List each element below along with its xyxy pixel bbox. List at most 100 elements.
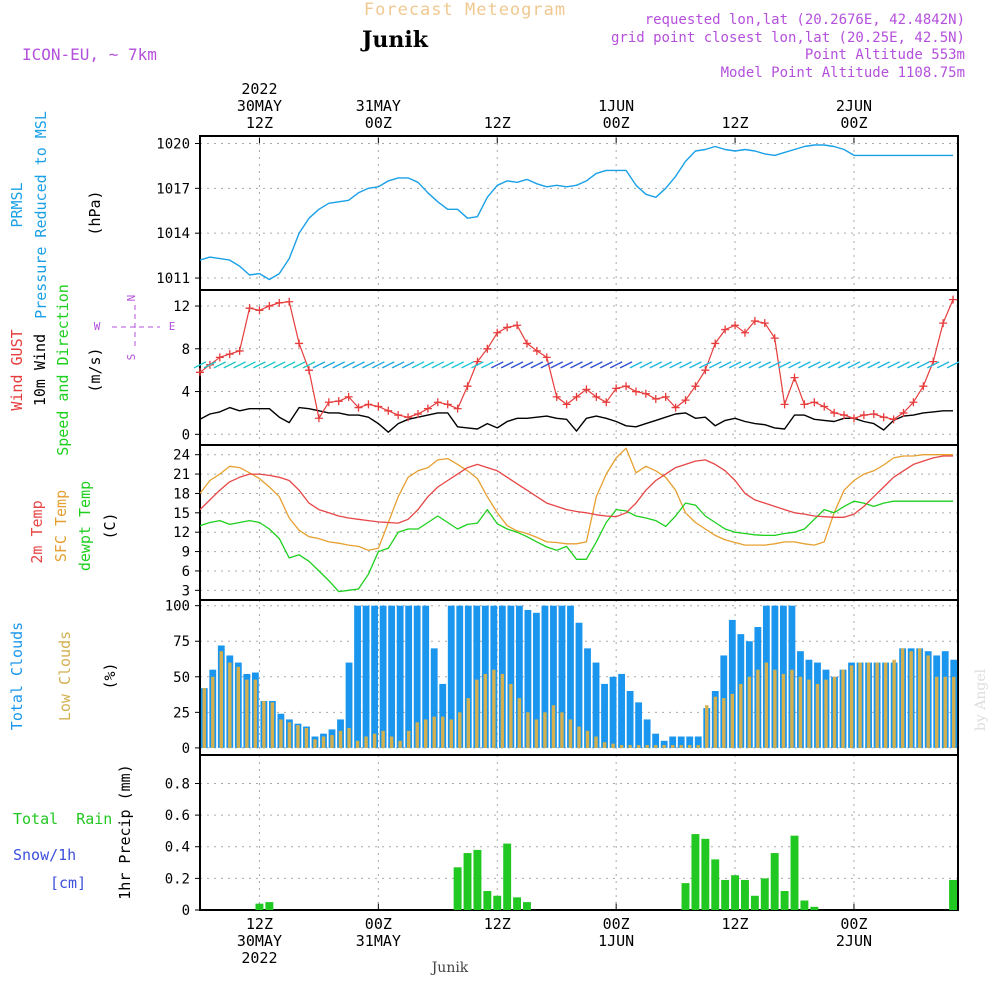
- pressure-unit-label: (hPa): [86, 190, 104, 235]
- bottom-time-label: 30MAY: [237, 932, 282, 950]
- ytick-label: 12: [173, 525, 190, 541]
- low-cloud-bar: [475, 679, 479, 748]
- wind-unit-label: (m/s): [86, 347, 104, 392]
- low-cloud-bar: [287, 722, 292, 748]
- t2m-label: 2m Temp: [28, 500, 46, 563]
- bottom-time-label: 12Z: [722, 915, 749, 933]
- precip-bar: [711, 859, 720, 910]
- top-time-label: 12Z: [484, 114, 511, 132]
- total-cloud-bar: [447, 605, 455, 748]
- wind-direction-arrow: [421, 361, 435, 369]
- low-cloud-bar: [449, 719, 453, 748]
- low-cloud-bar: [330, 735, 334, 748]
- total-cloud-bar: [371, 605, 379, 748]
- model-altitude: Model Point Altitude 1108.75m: [721, 65, 965, 81]
- low-cloud-bar: [202, 688, 206, 748]
- low-cloud-bar: [849, 665, 854, 748]
- total-cloud-bar: [541, 605, 549, 748]
- total-cloud-bar: [345, 662, 353, 748]
- low-cloud-bar: [943, 676, 947, 748]
- bottom-time-label: 2JUN: [836, 932, 872, 950]
- wind-direction-arrow: [332, 361, 346, 369]
- total-cloud-bar: [567, 605, 574, 748]
- gust-marker: [691, 382, 700, 391]
- wind-direction-arrow: [302, 361, 316, 369]
- gust-marker: [225, 350, 234, 359]
- gust-marker: [443, 400, 452, 409]
- low-cloud-bar: [670, 745, 675, 748]
- low-cloud-bar: [739, 683, 743, 748]
- total-cloud-bar: [422, 605, 430, 748]
- low-cloud-bar: [611, 743, 615, 748]
- wind-direction-arrow: [708, 361, 722, 369]
- wind-direction-arrow: [817, 361, 831, 369]
- total-cloud-bar: [473, 605, 481, 748]
- panel-clouds: 0 25 50 75 100: [165, 599, 959, 757]
- chart-panels: 1011 1014 1017 1020 0 4 8 12 3 6 9 12 15 18 21 24 0 25 50 7…: [156, 135, 960, 919]
- total-cloud-bar: [533, 612, 540, 748]
- pressure-labels: PRMSL Pressure Reduced to MSL (hPa): [8, 111, 104, 319]
- low-cloud-bar: [381, 730, 385, 748]
- low-cloud-bar: [509, 683, 513, 748]
- total-clouds-label: Total Clouds: [8, 622, 26, 730]
- low-cloud-bar: [423, 719, 428, 748]
- gust-marker: [740, 328, 749, 337]
- compass-w: W: [94, 320, 101, 333]
- wind-direction-arrow: [887, 361, 900, 369]
- wind-direction-arrow: [917, 361, 930, 369]
- gust-marker: [899, 408, 908, 417]
- gust-marker: [344, 392, 353, 401]
- low-cloud-bar: [347, 727, 351, 748]
- wind-direction-arrow: [788, 361, 801, 369]
- gust-marker: [612, 384, 621, 393]
- low-cloud-bar: [236, 666, 241, 748]
- gust-marker: [394, 411, 403, 420]
- gust-marker: [304, 366, 313, 375]
- low-cloud-bar: [313, 739, 317, 748]
- low-cloud-bar: [526, 712, 530, 748]
- precip-bar: [503, 843, 512, 910]
- gust-marker: [889, 415, 898, 424]
- low-cloud-bar: [492, 669, 496, 748]
- panel-temperature: 3 6 9 12 15 18 21 24: [173, 444, 959, 601]
- pressure-desc-label: Pressure Reduced to MSL: [32, 111, 50, 319]
- low-cloud-bar: [415, 722, 419, 748]
- wind-direction-arrow: [272, 361, 286, 369]
- total-cloud-bar: [507, 605, 515, 748]
- low-cloud-bar: [619, 745, 624, 748]
- gust-marker: [641, 389, 650, 398]
- footer-location: Junik: [430, 960, 469, 976]
- gust-marker: [483, 344, 492, 353]
- gust-marker: [493, 328, 502, 337]
- low-cloud-bar: [705, 705, 709, 748]
- wind-direction-arrow: [540, 361, 554, 369]
- wind-direction-arrow: [461, 361, 474, 369]
- low-cloud-bar: [917, 648, 922, 748]
- low-cloud-bar: [722, 698, 726, 748]
- precip-bar: [493, 895, 502, 910]
- panel-wind: 0 4 8 12: [173, 289, 960, 446]
- precip-bar: [949, 879, 958, 910]
- wind-direction-arrow: [827, 361, 841, 369]
- wind-direction-arrow: [718, 361, 732, 369]
- total-cloud-bar: [677, 736, 685, 748]
- wind-direction-arrow: [510, 361, 524, 369]
- low-cloud-bar: [364, 736, 368, 748]
- total-cloud-bar: [669, 736, 677, 748]
- gust-marker: [423, 404, 432, 413]
- ytick-label: 1011: [156, 271, 190, 287]
- bottom-time-label: 31MAY: [356, 932, 401, 950]
- wind-direction-arrow: [808, 361, 821, 369]
- total-cloud-bar: [686, 736, 694, 748]
- wind-direction-arrow: [609, 361, 623, 369]
- precip-bar: [780, 891, 789, 910]
- precip-bar: [681, 883, 690, 910]
- wind-direction-arrow: [778, 361, 791, 369]
- compass-s: S: [125, 354, 138, 361]
- gust-marker: [760, 319, 769, 328]
- gust-marker: [701, 366, 710, 375]
- temp-unit-label: (C): [101, 512, 119, 539]
